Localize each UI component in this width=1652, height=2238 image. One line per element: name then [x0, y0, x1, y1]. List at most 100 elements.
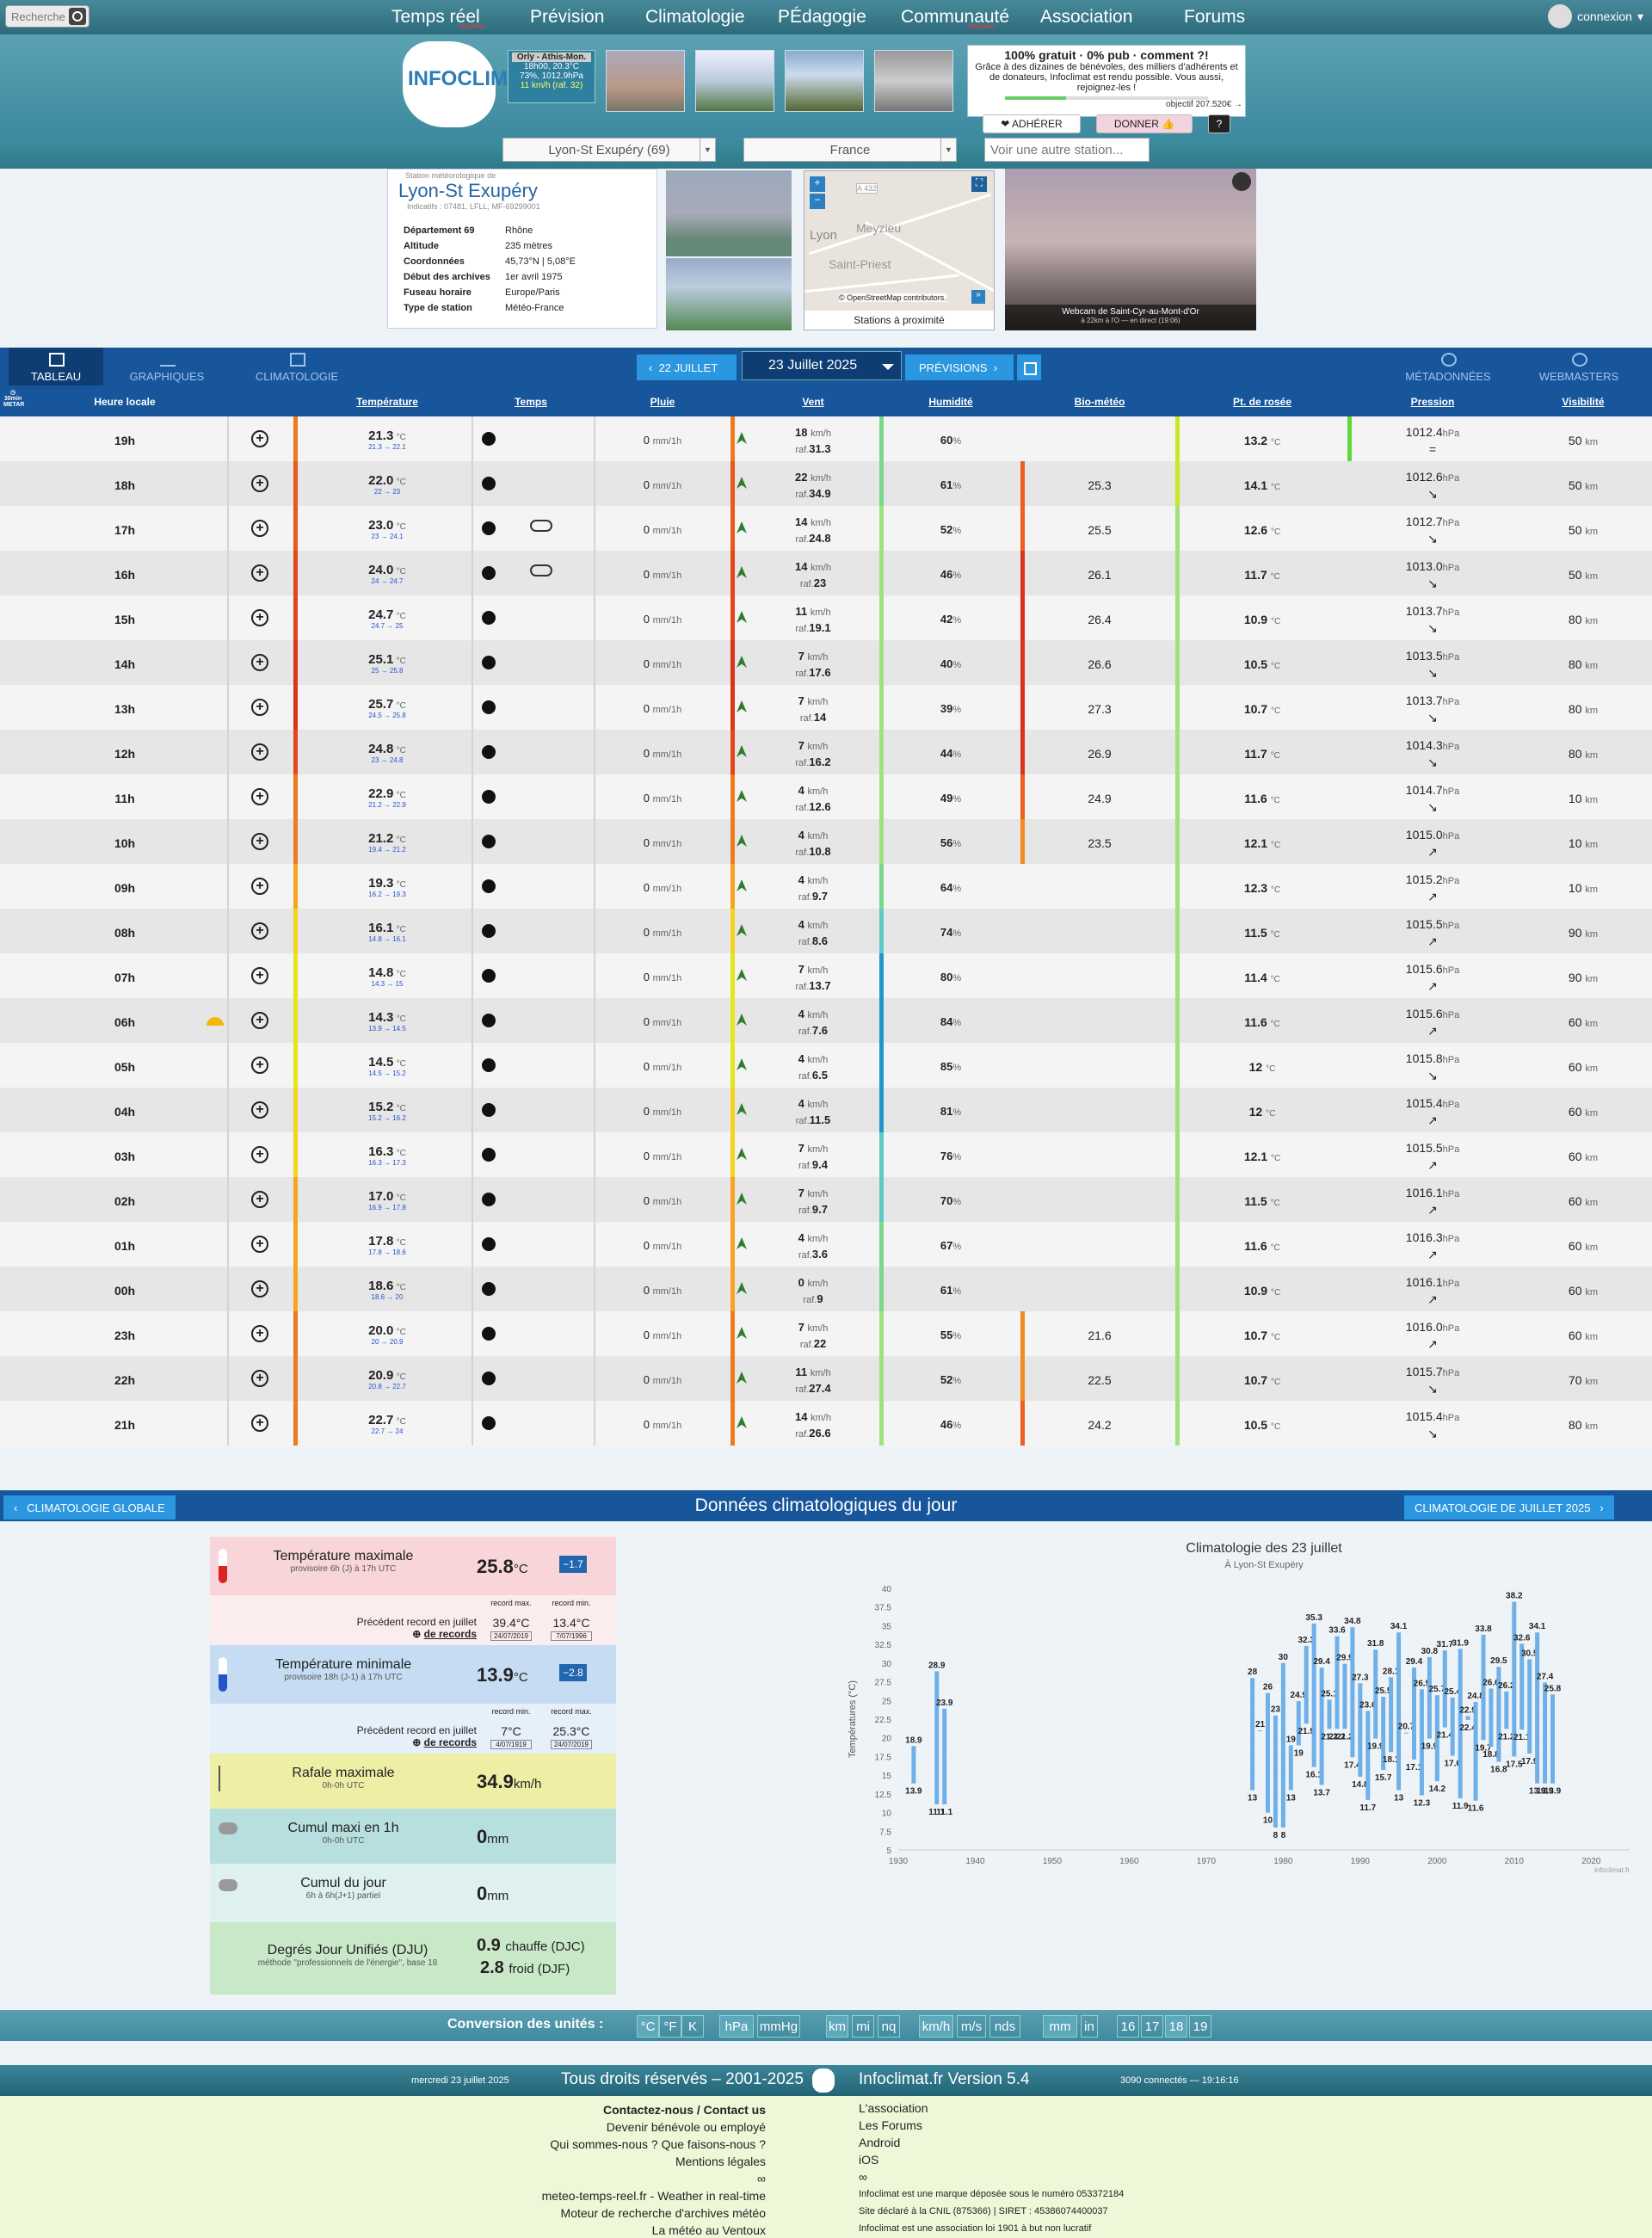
expand-row-icon[interactable]: + — [251, 609, 268, 626]
unit-toggle[interactable]: m/s — [957, 2015, 986, 2038]
expand-row-icon[interactable]: + — [251, 654, 268, 671]
webcam-image[interactable]: Webcam de Saint-Cyr-au-Mont-d'Or à 22km à… — [1005, 169, 1256, 330]
expand-row-icon[interactable]: + — [251, 1191, 268, 1208]
previous-day-button[interactable]: ‹ 22 JUILLET — [637, 355, 737, 380]
zoom-out-button[interactable]: − — [810, 194, 825, 209]
unit-toggle[interactable]: mi — [852, 2015, 874, 2038]
orly-widget[interactable]: Orly - Athis-Mon. 18h00, 20.3°C 73%, 101… — [508, 50, 595, 103]
expand-row-icon[interactable]: + — [251, 1415, 268, 1432]
expand-row-icon[interactable]: + — [251, 430, 268, 447]
station-map[interactable]: + − ⛶ A 432 Meyzieu Lyon Saint-Priest © … — [804, 170, 995, 330]
photo-thumbnail[interactable] — [785, 50, 864, 112]
expand-row-icon[interactable]: + — [251, 922, 268, 940]
expand-row-icon[interactable]: + — [251, 743, 268, 761]
col-rosee[interactable]: Pt. de rosée — [1232, 396, 1292, 408]
photo-thumbnail[interactable] — [606, 50, 685, 112]
search-icon[interactable] — [69, 8, 86, 25]
station-photo[interactable] — [666, 170, 792, 256]
footer-link[interactable]: L'association — [859, 2101, 928, 2115]
footer-link[interactable]: Les Forums — [859, 2118, 922, 2132]
footer-link[interactable]: Android — [859, 2136, 901, 2149]
expand-row-icon[interactable]: + — [251, 475, 268, 492]
unit-toggle[interactable]: 19 — [1189, 2015, 1211, 2038]
search-input[interactable]: Recherche — [5, 5, 89, 28]
station-select[interactable]: Lyon-St Exupéry (69) ▼ — [502, 138, 716, 162]
unit-toggle[interactable]: nds — [989, 2015, 1020, 2038]
unit-toggle[interactable]: mmHg — [757, 2015, 800, 2038]
unit-toggle[interactable]: °F — [659, 2015, 681, 2038]
unit-toggle[interactable]: 17 — [1141, 2015, 1163, 2038]
other-station-input[interactable]: Voir une autre station... — [984, 138, 1150, 162]
expand-row-icon[interactable]: + — [251, 1012, 268, 1029]
col-vent[interactable]: Vent — [802, 396, 824, 408]
footer-link[interactable]: iOS — [859, 2153, 879, 2167]
adherer-button[interactable]: ❤ ADHÉRER — [983, 114, 1081, 133]
expand-row-icon[interactable]: + — [251, 564, 268, 582]
expand-row-icon[interactable]: + — [251, 1057, 268, 1074]
tab-webmasters[interactable]: WEBMASTERS — [1532, 348, 1626, 385]
expand-icon[interactable]: » — [971, 290, 985, 304]
more-records-link[interactable]: ⊕ de records — [412, 1736, 477, 1748]
nav-communaute[interactable]: Communauté nouveau — [901, 7, 1010, 30]
footer-link[interactable]: Devenir bénévole ou employé — [606, 2120, 766, 2134]
metar-toggle[interactable]: ◷ 30min METAR — [3, 390, 25, 408]
col-humidite[interactable]: Humidité — [928, 396, 973, 408]
nav-forums[interactable]: Forums — [1184, 7, 1246, 27]
photo-thumbnail[interactable] — [695, 50, 774, 112]
expand-row-icon[interactable]: + — [251, 788, 268, 805]
col-temperature[interactable]: Température — [356, 396, 418, 408]
expand-row-icon[interactable]: + — [251, 1370, 268, 1387]
expand-row-icon[interactable]: + — [251, 1236, 268, 1253]
date-select[interactable]: 23 Juillet 2025 — [742, 351, 902, 380]
tab-metadonnees[interactable]: MÉTADONNÉES — [1401, 348, 1495, 385]
nav-prevision[interactable]: Prévision — [530, 7, 605, 27]
expand-row-icon[interactable]: + — [251, 967, 268, 984]
expand-row-icon[interactable]: + — [251, 699, 268, 716]
expand-row-icon[interactable]: + — [251, 1325, 268, 1342]
footer-link[interactable]: Qui sommes-nous ? Que faisons-nous ? — [550, 2137, 766, 2151]
footer-link[interactable]: Moteur de recherche d'archives météo — [560, 2206, 766, 2220]
footer-link[interactable]: ∞ — [757, 2172, 766, 2186]
unit-toggle[interactable]: 16 — [1117, 2015, 1139, 2038]
more-records-link[interactable]: ⊕ de records — [412, 1628, 477, 1640]
unit-toggle[interactable]: mm — [1043, 2015, 1077, 2038]
nearby-stations-link[interactable]: Stations à proximité — [804, 311, 994, 330]
country-select[interactable]: France ▼ — [743, 138, 957, 162]
nav-pedagogie[interactable]: PÉdagogie — [778, 7, 866, 27]
col-biometeo[interactable]: Bio-météo — [1074, 396, 1125, 408]
expand-row-icon[interactable]: + — [251, 878, 268, 895]
expand-row-icon[interactable]: + — [251, 1101, 268, 1119]
col-temps[interactable]: Temps — [515, 396, 547, 408]
unit-toggle[interactable]: 18 — [1165, 2015, 1187, 2038]
infoclimat-logo[interactable]: INFOCLIMAT — [403, 41, 533, 127]
footer-link[interactable]: meteo-temps-reel.fr - Weather in real-ti… — [541, 2189, 766, 2203]
unit-toggle[interactable]: km/h — [919, 2015, 953, 2038]
station-photo[interactable] — [666, 258, 792, 330]
photo-thumbnail[interactable] — [874, 50, 953, 112]
login-button[interactable]: connexion ▾ — [1548, 4, 1643, 28]
nav-temps-reel[interactable]: Temps réel nouveau — [391, 7, 485, 30]
nav-association[interactable]: Association — [1040, 7, 1133, 27]
calendar-icon[interactable] — [1017, 355, 1041, 380]
monthly-climatology-button[interactable]: CLIMATOLOGIE DE JUILLET 2025 › — [1404, 1495, 1614, 1520]
expand-row-icon[interactable]: + — [251, 1146, 268, 1163]
zoom-in-button[interactable]: + — [810, 176, 825, 192]
expand-row-icon[interactable]: + — [251, 833, 268, 850]
footer-link[interactable]: Mentions légales — [675, 2155, 766, 2168]
donner-button[interactable]: DONNER 👍 — [1096, 114, 1193, 133]
fullscreen-icon[interactable]: ⛶ — [971, 176, 987, 192]
col-pluie[interactable]: Pluie — [650, 396, 675, 408]
tab-climatologie[interactable]: CLIMATOLOGIE — [250, 348, 344, 385]
help-button[interactable]: ? — [1208, 114, 1230, 133]
unit-toggle[interactable]: °C — [637, 2015, 659, 2038]
global-climatology-button[interactable]: ‹ CLIMATOLOGIE GLOBALE — [3, 1495, 176, 1520]
tab-tableau[interactable]: TABLEAU — [9, 348, 103, 385]
expand-row-icon[interactable]: + — [251, 1280, 268, 1298]
footer-link[interactable]: La météo au Ventoux — [651, 2223, 766, 2237]
unit-toggle[interactable]: km — [826, 2015, 848, 2038]
unit-toggle[interactable]: nq — [878, 2015, 900, 2038]
footer-link[interactable]: Contactez-nous / Contact us — [602, 2103, 766, 2117]
expand-row-icon[interactable]: + — [251, 520, 268, 537]
unit-toggle[interactable]: hPa — [719, 2015, 754, 2038]
tab-graphiques[interactable]: GRAPHIQUES — [120, 348, 214, 385]
